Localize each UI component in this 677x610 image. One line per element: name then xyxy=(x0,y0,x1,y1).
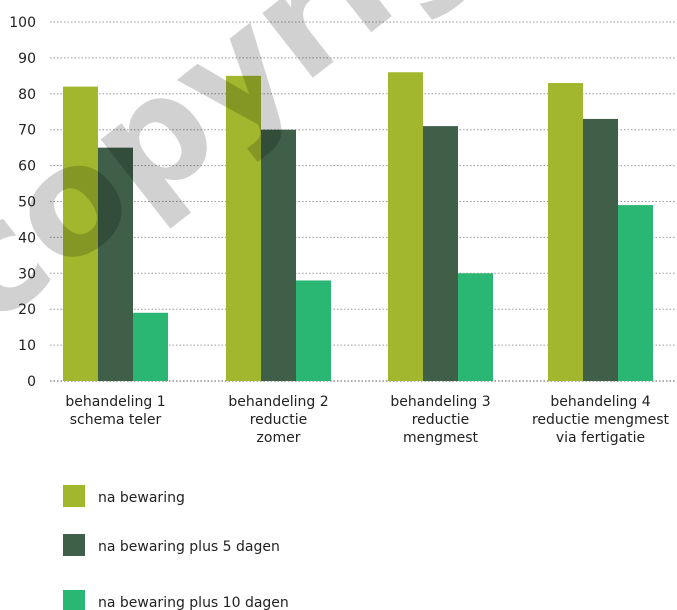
y-tick-label: 50 xyxy=(18,195,36,211)
y-tick-label: 90 xyxy=(18,51,36,67)
y-tick-label: 80 xyxy=(18,87,36,103)
legend-swatch-1 xyxy=(63,485,85,507)
y-tick-label: 60 xyxy=(18,159,36,175)
y-tick-label: 0 xyxy=(27,374,36,390)
y-axis: 0 10 20 30 40 50 60 70 80 90 100 xyxy=(9,15,36,390)
y-tick-label: 40 xyxy=(18,230,36,246)
bar-3-series-3 xyxy=(458,273,493,381)
bar-4-series-3 xyxy=(618,205,653,381)
legend-label-1: na bewaring xyxy=(98,490,185,506)
x-category-label: behandeling 4 reductie mengmest via fertig… xyxy=(532,394,670,446)
legend-label-3: na bewaring plus 10 dagen xyxy=(98,595,289,610)
bar-1-series-1 xyxy=(63,86,98,382)
bar-2-series-3 xyxy=(296,280,331,381)
bar-2-series-1 xyxy=(226,75,261,381)
legend: na bewaring na bewaring plus 5 dagen na be… xyxy=(63,485,289,610)
legend-swatch-2 xyxy=(63,534,85,556)
bars xyxy=(63,72,653,382)
y-tick-label: 100 xyxy=(9,15,36,31)
y-tick-label: 70 xyxy=(18,123,36,139)
bar-3-series-1 xyxy=(388,72,423,381)
legend-swatch-3 xyxy=(63,590,85,610)
y-tick-label: 20 xyxy=(18,302,36,318)
bar-4-series-2 xyxy=(583,118,618,382)
legend-label-2: na bewaring plus 5 dagen xyxy=(98,539,280,555)
x-category-label: behandeling 3 reductie mengmest xyxy=(390,394,490,446)
x-category-label: behandeling 1 schema teler xyxy=(65,394,165,428)
bar-1-series-3 xyxy=(133,312,168,381)
bar-4-series-1 xyxy=(548,83,583,381)
bar-2-series-2 xyxy=(261,129,296,381)
x-category-label: behandeling 2 reductie zomer xyxy=(228,394,328,446)
bar-1-series-2 xyxy=(98,147,133,381)
y-tick-label: 10 xyxy=(18,338,36,354)
bar-3-series-2 xyxy=(423,126,458,381)
x-axis: behandeling 1 schema teler behandeling 2 re… xyxy=(65,394,669,446)
y-tick-label: 30 xyxy=(18,266,36,282)
